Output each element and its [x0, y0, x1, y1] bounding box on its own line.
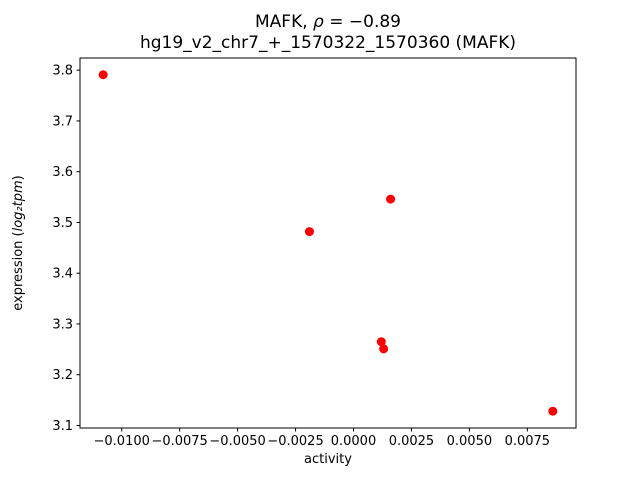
- y-tick-label: 3.7: [52, 114, 73, 129]
- data-point: [98, 70, 108, 80]
- y-tick-label: 3.8: [52, 64, 73, 79]
- plot-area: −0.0100 −0.0075 −0.0050 −0.0025 0.0000 0.0025…: [52, 64, 558, 449]
- plot-frame: [79, 57, 577, 429]
- x-tick-label: 0.0075: [505, 434, 551, 449]
- data-point: [548, 406, 558, 416]
- x-tick-label: −0.0025: [267, 434, 323, 449]
- data-point: [386, 194, 396, 204]
- data-point: [379, 344, 389, 354]
- y-tick-label: 3.2: [52, 368, 73, 383]
- plot-title-line2: hg19_v2_chr7_+_1570322_1570360 (MAFK): [140, 33, 516, 53]
- x-axis-label: activity: [304, 452, 352, 467]
- x-tick-label: −0.0100: [94, 434, 150, 449]
- y-tick-label: 3.3: [52, 317, 73, 332]
- plot-title-line1: MAFK, ρ = −0.89: [255, 12, 401, 32]
- y-axis-label-prefix: expression (: [11, 231, 26, 310]
- y-tick-label: 3.6: [52, 165, 73, 180]
- y-tick-label: 3.4: [52, 267, 73, 282]
- data-point: [376, 337, 386, 347]
- data-point: [304, 227, 314, 237]
- plot-title-rho-symbol: ρ: [313, 12, 324, 32]
- plot-title-rho-value: = −0.89: [324, 12, 401, 32]
- x-tick-label: 0.0000: [331, 434, 377, 449]
- plot-title-gene: MAFK,: [255, 12, 313, 32]
- x-tick-label: −0.0050: [209, 434, 265, 449]
- y-axis-label: expression (log₂tpm): [11, 175, 26, 310]
- y-axis-label-math: log₂tpm: [11, 180, 26, 231]
- y-tick-label: 3.1: [52, 419, 73, 434]
- x-tick-label: 0.0050: [447, 434, 493, 449]
- y-axis-label-suffix: ): [11, 175, 26, 180]
- x-tick-label: 0.0025: [389, 434, 435, 449]
- x-tick-label: −0.0075: [151, 434, 207, 449]
- y-tick-label: 3.5: [52, 216, 73, 231]
